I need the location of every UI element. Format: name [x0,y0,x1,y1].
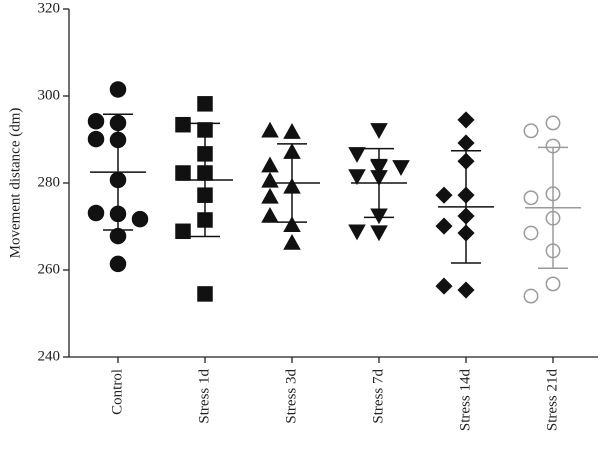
point [283,216,301,232]
point [283,233,301,250]
point [175,223,191,240]
point [435,186,453,204]
point [261,121,279,138]
point [545,276,561,292]
point [261,156,279,173]
point [457,111,475,129]
point [370,225,388,242]
point [197,286,213,302]
point [370,123,388,139]
point [175,165,191,181]
point [457,281,475,299]
x-tick-label: Stress 1d [196,369,212,424]
point [348,147,366,163]
point [109,255,127,273]
x-tick-label: Stress 7d [370,369,386,424]
y-tick-label: 300 [38,87,61,103]
y-tick-label: 260 [38,261,61,277]
point [261,171,279,188]
point [523,190,539,206]
point [523,288,539,304]
point [457,134,475,152]
x-tick-label: Control [109,369,125,415]
point [392,160,410,176]
point [87,204,105,222]
point [348,169,366,186]
point [197,96,213,112]
y-axis-label: Movement distance (dm) [7,108,23,259]
point [87,130,105,148]
x-tick-label: Stress 21d [544,369,560,432]
y-tick-label: 280 [38,174,61,190]
point [109,81,127,98]
point [435,277,453,295]
x-tick-label: Stress 14d [457,369,473,432]
point [261,187,279,204]
point [523,123,539,139]
x-tick-label: Stress 3d [283,369,299,424]
y-tick-label: 240 [38,348,61,364]
point [175,116,191,133]
point [283,123,301,139]
point [435,217,453,235]
point [261,207,279,223]
point [109,227,127,245]
y-tick-label: 320 [38,0,61,16]
point [523,225,539,241]
point [131,210,149,228]
point [545,115,561,131]
point [348,224,366,241]
point [87,112,105,130]
